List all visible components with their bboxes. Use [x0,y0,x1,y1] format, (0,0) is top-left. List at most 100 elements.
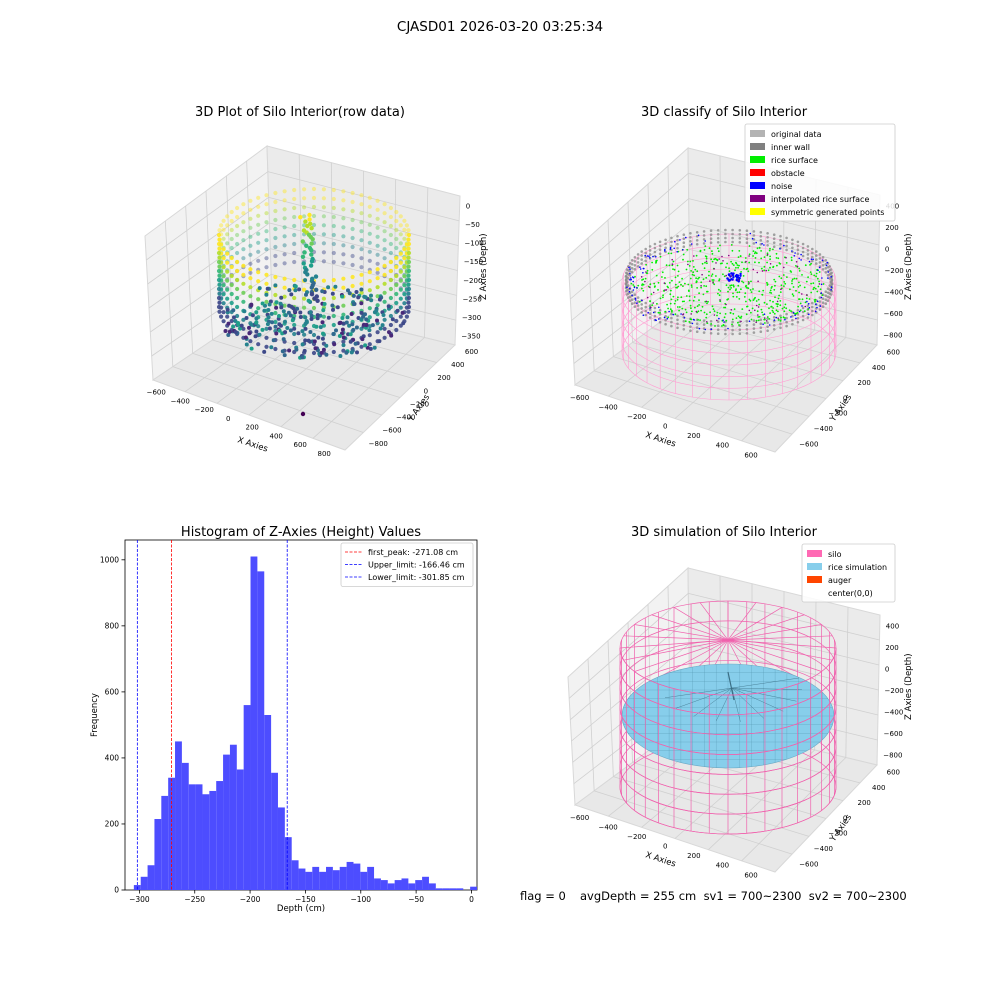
raw-wall-point [398,232,403,237]
raw-wall-point [311,213,317,219]
raw-wall-point [341,339,346,344]
cls-rice-point [799,302,802,305]
raw-wall-point [321,278,326,283]
cls-noise-point [830,286,833,288]
cls-rice-point [778,294,780,297]
cls-interp-point [705,260,708,263]
raw-wall-point [375,198,380,203]
cls-wall-point [779,234,782,238]
raw-floor-point [363,343,368,348]
cls-wall-point [628,299,632,303]
cls-interp-point [682,313,684,316]
cls-x-tick: 0 [663,423,667,431]
raw-wall-point [350,283,355,289]
cls-rice-point [749,289,752,291]
raw-floor-point [254,329,259,334]
sim-y-tick: 0 [843,814,847,822]
raw-floor-point [324,343,329,348]
cls-rice-point [717,250,720,253]
cls-wall-point [682,328,686,331]
cls-wall-point [689,236,692,239]
raw-floor-point [274,305,279,310]
cls-noise-point [820,296,823,299]
raw-wall-point [331,187,336,193]
cls-rice-point [799,309,802,312]
cls-wall-point [826,274,830,277]
cls-rice-point [697,310,700,313]
cls-wall-point [653,250,657,254]
cls-noise-point [691,322,694,325]
histogram-y-tick-label: 0 [114,886,119,895]
cls-rice-point [758,315,761,318]
raw-wall-point [292,205,297,211]
sim-y-tick: 600 [887,769,900,777]
raw-wall-point [235,223,240,229]
raw-wall-point [282,261,287,266]
raw-wall-point [282,225,287,230]
histogram-legend-label: first_peak: -271.08 cm [368,548,458,557]
raw-wall-point [248,261,253,266]
cls-noise-point [658,318,660,320]
raw-floor-point [341,321,346,326]
cls-wall-point [640,311,643,314]
raw-wall-point [225,214,230,219]
raw-wall-point [217,228,222,233]
histogram-y-tick-label: 1000 [100,555,119,564]
cls-rice-point [746,267,749,270]
raw-wall-point [394,227,399,233]
histogram-bar [195,784,203,890]
raw-wall-point [311,204,317,210]
raw-floor-point [254,316,259,321]
raw-wall-point [229,255,234,261]
cls-rice-point [803,310,806,313]
sim-xlabel: X Axies [644,850,677,869]
raw-wall-point [350,244,355,250]
cls-interp-point [783,266,785,269]
cls-rice-point [711,305,714,308]
raw-floor-point [389,333,394,338]
cls-noise-point [818,266,821,269]
cls-wall-point [766,317,769,321]
raw-wall-point [241,229,246,234]
raw-wall-point [359,211,364,216]
cls-rice-point [809,264,811,266]
raw-wall-point [388,313,393,319]
cls-interp-point [664,289,666,291]
histogram-bar [271,772,278,890]
raw-floor-point [356,295,361,300]
raw-floor-point [344,320,349,325]
cls-interp-point [740,320,742,323]
raw-wall-point [235,268,240,274]
raw-wall-point [406,241,412,247]
raw-wall-point [382,317,387,322]
cls-rice-point [770,305,773,308]
cls-rice-point [742,275,745,277]
raw-wall-point [341,348,346,353]
raw-spike-point [309,226,314,231]
raw-floor-point [298,310,303,315]
raw-wall-point [321,296,326,301]
raw-wall-point [350,262,355,268]
raw-spike-point [305,223,310,229]
cls-noise-point [643,267,645,270]
cls-interp-point [795,261,798,263]
raw-wall-point [406,237,411,242]
cls-wall-point [670,240,673,244]
histogram-bar [188,784,196,890]
raw-wall-point [406,295,412,301]
sim-z-tick: −800 [883,751,902,759]
raw-wall-point [321,314,326,319]
cls-rice-point [685,311,688,314]
raw-wall-point [273,346,278,352]
raw-spike-point [312,296,317,301]
cls-rice-point [805,280,808,283]
raw-floor-point [351,302,356,307]
raw-floor-point [306,338,311,343]
raw-wall-point [273,235,278,241]
cls-rice-point [669,293,672,296]
cls-noise-point [815,303,817,306]
raw-floor-point [279,305,284,310]
cls-wall-point [702,234,706,237]
raw-floor-point [320,289,325,294]
raw-spike-point [309,259,315,264]
